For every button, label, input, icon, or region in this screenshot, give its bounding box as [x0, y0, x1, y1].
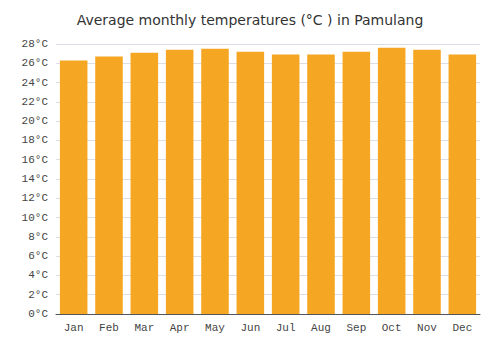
svg-text:Dec: Dec	[452, 322, 472, 334]
svg-text:2°C: 2°C	[28, 289, 48, 301]
svg-text:Mar: Mar	[134, 322, 154, 334]
svg-text:14°C: 14°C	[22, 173, 49, 185]
svg-text:26°C: 26°C	[22, 57, 49, 69]
svg-text:0°C: 0°C	[28, 308, 48, 320]
svg-text:Apr: Apr	[170, 322, 190, 334]
svg-text:8°C: 8°C	[28, 231, 48, 243]
svg-text:Feb: Feb	[99, 322, 119, 334]
svg-text:Jun: Jun	[240, 322, 260, 334]
svg-text:10°C: 10°C	[22, 212, 49, 224]
svg-text:6°C: 6°C	[28, 250, 48, 262]
svg-text:12°C: 12°C	[22, 192, 49, 204]
svg-text:4°C: 4°C	[28, 269, 48, 281]
svg-text:May: May	[205, 322, 225, 334]
svg-text:Average monthly temperatures (: Average monthly temperatures (°C ) in Pa…	[77, 12, 424, 28]
svg-text:Nov: Nov	[417, 322, 437, 334]
svg-text:24°C: 24°C	[22, 77, 49, 89]
svg-text:22°C: 22°C	[22, 96, 49, 108]
svg-text:20°C: 20°C	[22, 115, 49, 127]
svg-text:16°C: 16°C	[22, 154, 49, 166]
svg-text:28°C: 28°C	[22, 38, 49, 50]
svg-text:Jul: Jul	[276, 322, 296, 334]
svg-text:18°C: 18°C	[22, 134, 49, 146]
svg-text:Oct: Oct	[382, 322, 402, 334]
svg-text:Sep: Sep	[346, 322, 366, 334]
svg-text:Jan: Jan	[64, 322, 84, 334]
svg-text:Aug: Aug	[311, 322, 331, 334]
